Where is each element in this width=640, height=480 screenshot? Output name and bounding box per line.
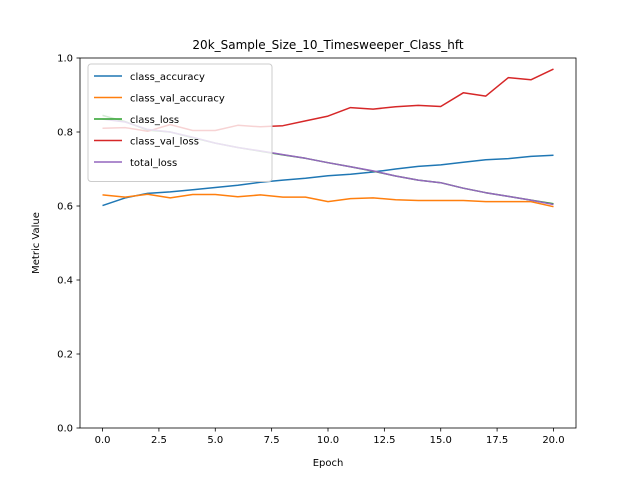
- y-tick-label: 0.0: [57, 424, 73, 435]
- x-tick-label: 7.5: [264, 435, 280, 446]
- chart-title: 20k_Sample_Size_10_Timesweeper_Class_hft: [192, 38, 463, 52]
- x-tick-label: 5.0: [207, 435, 223, 446]
- legend-label: class_accuracy: [130, 72, 205, 83]
- x-tick-label: 17.5: [486, 435, 508, 446]
- x-tick-label: 20.0: [542, 435, 564, 446]
- y-axis: 0.0 0.2 0.4 0.6 0.8 1.0: [57, 54, 80, 435]
- x-tick-label: 10.0: [317, 435, 339, 446]
- y-tick-label: 1.0: [57, 54, 73, 65]
- y-tick-label: 0.6: [57, 202, 73, 213]
- y-tick-label: 0.4: [57, 276, 73, 287]
- series-line-class-accuracy: [102, 154, 554, 207]
- legend-label: class_val_loss: [130, 137, 199, 148]
- y-axis-label: Metric Value: [31, 212, 42, 274]
- y-tick-label: 0.8: [57, 128, 73, 139]
- legend-label: class_val_accuracy: [130, 94, 225, 105]
- x-axis-label: Epoch: [313, 458, 344, 469]
- legend-box: [87, 63, 273, 182]
- y-tick-label: 0.2: [57, 350, 73, 361]
- x-tick-label: 2.5: [151, 435, 167, 446]
- x-tick-label: 12.5: [373, 435, 395, 446]
- x-tick-label: 15.0: [430, 435, 452, 446]
- legend-label: total_loss: [130, 158, 177, 169]
- x-tick-label: 0.0: [95, 435, 111, 446]
- x-axis: 0.0 2.5 5.0 7.5 10.0 12.5 15.0 17.5 20.0: [95, 428, 565, 446]
- legend-label: class_loss: [130, 115, 179, 126]
- legend: class_accuracy class_val_accuracy class_lo…: [87, 63, 273, 182]
- series-line-class-val-accuracy: [102, 193, 554, 208]
